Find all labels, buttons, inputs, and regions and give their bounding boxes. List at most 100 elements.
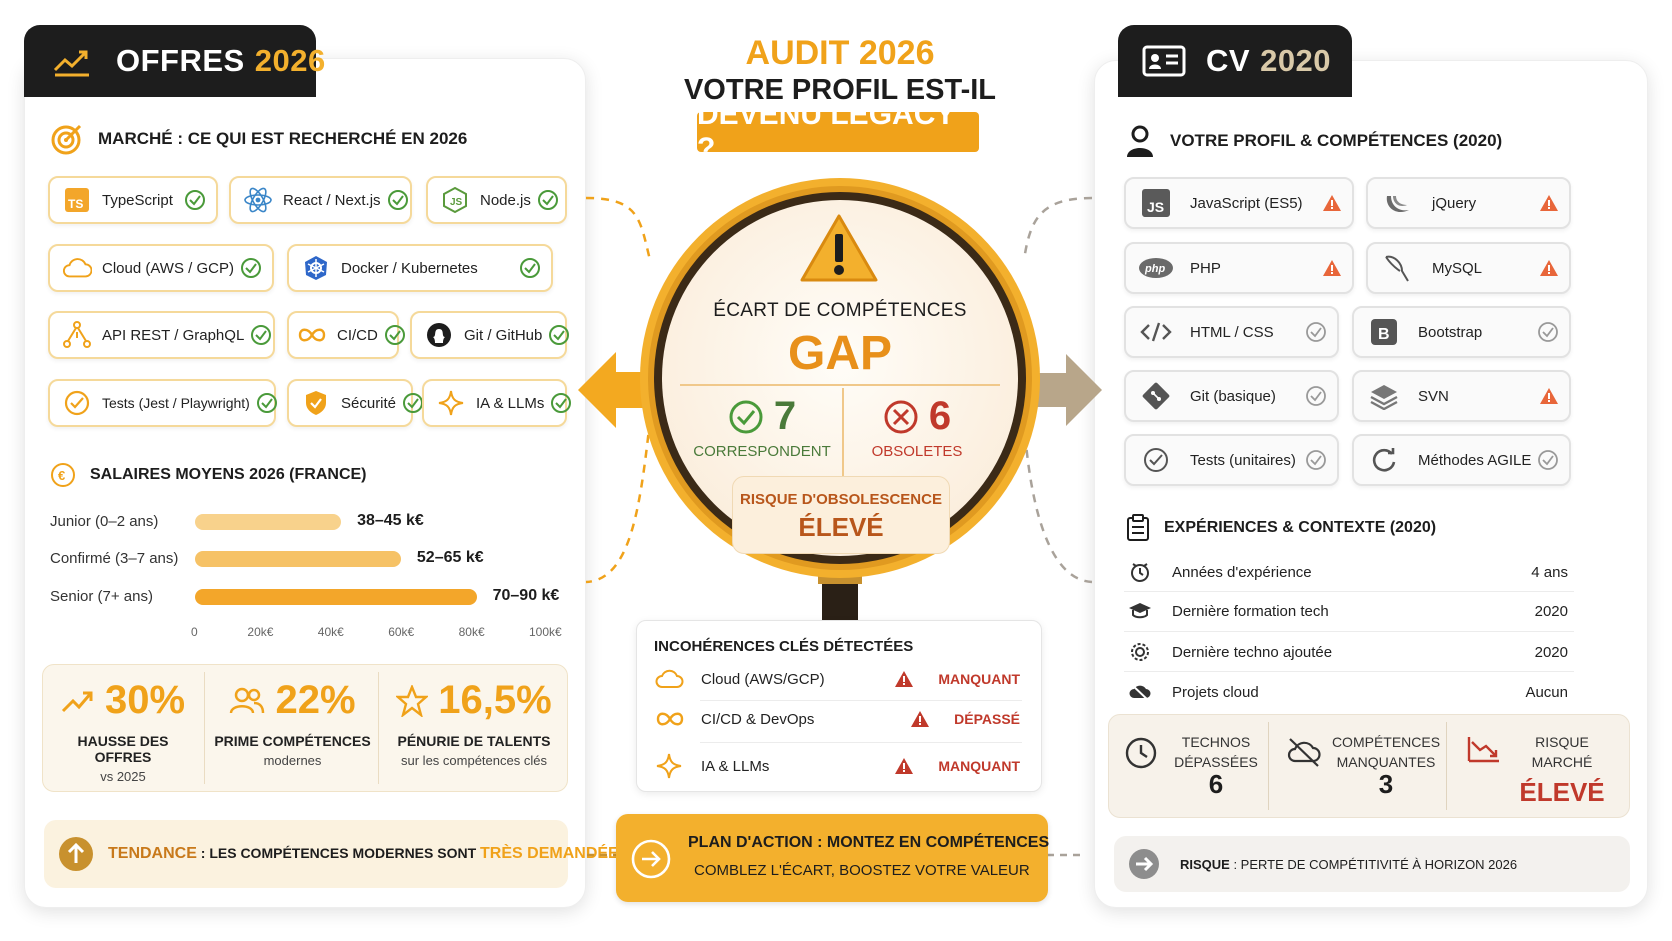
cv-skill-label: MySQL xyxy=(1432,259,1483,277)
warning-icon xyxy=(800,214,878,282)
legacy-highlight: DEVENU LEGACY ? xyxy=(697,98,979,165)
incoherence-row: Cloud (AWS/GCP) MANQUANT xyxy=(655,668,1020,690)
cv-skill-chip[interactable]: Méthodes AGILE xyxy=(1352,434,1571,486)
check-circle-icon xyxy=(729,400,763,433)
warning-icon xyxy=(894,757,926,775)
stat-sub: modernes xyxy=(263,753,322,768)
risk-col-outdated: TECHNOS DÉPASSÉES 6 xyxy=(1122,730,1262,810)
incoherences-title: INCOHÉRENCES CLÉS DÉTECTÉES xyxy=(654,638,914,655)
sparkle-icon xyxy=(655,752,687,780)
check-icon xyxy=(1305,449,1327,471)
cv-skill-chip[interactable]: SVN xyxy=(1352,370,1571,422)
skill-label: React / Next.js xyxy=(283,191,381,209)
market-title: MARCHÉ : CE QUI EST RECHERCHÉ EN 2026 xyxy=(50,122,467,156)
stats-box xyxy=(42,664,568,792)
stat-sub: vs 2025 xyxy=(100,769,146,784)
row-separator xyxy=(700,742,1022,743)
skill-chip-nodejs[interactable]: JS Node.js xyxy=(426,176,567,224)
cv-skill-chip[interactable]: Tests (unitaires) xyxy=(1124,434,1339,486)
cycle-icon xyxy=(1366,445,1402,475)
trend-text: : LES COMPÉTENCES MODERNES SONT xyxy=(196,845,481,861)
risk-col-market: RISQUE MARCHÉ ÉLEVÉ xyxy=(1462,730,1622,810)
stat-label: HAUSSE DES OFFRES xyxy=(77,733,169,765)
clock-icon xyxy=(1125,737,1157,769)
check-icon xyxy=(241,258,261,278)
experience-value: 2020 xyxy=(1534,643,1568,661)
cv-skill-label: HTML / CSS xyxy=(1190,323,1274,341)
stat-value: 16,5% xyxy=(438,678,552,722)
infinity-icon xyxy=(655,710,687,728)
skill-chip-cicd[interactable]: CI/CD xyxy=(287,311,405,359)
skill-label: Cloud (AWS / GCP) xyxy=(102,259,234,277)
cv-skill-label: PHP xyxy=(1190,259,1221,277)
code-icon xyxy=(1138,317,1174,347)
risk-col-label: COMPÉTENCES xyxy=(1331,734,1441,750)
cv-tab: CV 2020 xyxy=(1118,25,1352,97)
stat-shortage: 16,5% PÉNURIE DE TALENTS sur les compéte… xyxy=(384,678,564,768)
offers-tab-year: 2026 xyxy=(254,43,326,78)
cv-skill-chip[interactable]: MySQL xyxy=(1366,242,1571,294)
svg-text:JS: JS xyxy=(450,197,463,208)
match-stat: 7 CORRESPONDENT xyxy=(692,394,832,460)
cloud-icon xyxy=(62,253,92,283)
skill-chip-api[interactable]: API REST / GraphQL xyxy=(48,311,275,359)
profile-title: VOTRE PROFIL & COMPÉTENCES (2020) xyxy=(1124,124,1502,158)
check-icon xyxy=(537,190,558,210)
audit-title: AUDIT 2026 xyxy=(745,34,935,72)
arrow-up-icon xyxy=(58,836,94,872)
cv-skill-label: SVN xyxy=(1418,387,1449,405)
skill-label: Tests (Jest / Playwright) xyxy=(102,395,250,411)
trend-banner: TENDANCE : LES COMPÉTENCES MODERNES SONT… xyxy=(44,820,629,888)
incoherence-status: MANQUANT xyxy=(938,671,1020,687)
check-icon xyxy=(403,393,424,413)
cv-skill-chip[interactable]: B Bootstrap xyxy=(1352,306,1571,358)
cv-skill-chip[interactable]: Git (basique) xyxy=(1124,370,1339,422)
skill-chip-security[interactable]: Sécurité xyxy=(287,379,424,427)
skill-chip-git[interactable]: Git / GitHub xyxy=(410,311,570,359)
skill-label: CI/CD xyxy=(337,326,378,344)
mysql-icon xyxy=(1380,253,1416,283)
gap-word: GAP xyxy=(787,327,892,380)
magnifier-handle xyxy=(818,574,862,624)
risk-col-value: 6 xyxy=(1208,769,1224,799)
svg-text:JS: JS xyxy=(1147,199,1164,215)
action-plan-banner[interactable]: PLAN D'ACTION : MONTEZ EN COMPÉTENCES CO… xyxy=(616,814,1049,902)
row-separator xyxy=(1124,591,1574,592)
incoherence-status: DÉPASSÉ xyxy=(954,711,1020,727)
experience-row: Années d'expérience 4 ans xyxy=(1128,561,1568,583)
cv-skill-chip[interactable]: jQuery xyxy=(1366,177,1571,229)
cv-tab-year: 2020 xyxy=(1260,43,1332,78)
cv-skill-label: JavaScript (ES5) xyxy=(1190,194,1303,212)
skill-chip-ai[interactable]: IA & LLMs xyxy=(422,379,572,427)
check-icon xyxy=(551,393,572,413)
trend-up-icon xyxy=(61,687,95,715)
skill-label: Node.js xyxy=(480,191,531,209)
skill-label: IA & LLMs xyxy=(476,394,545,412)
cv-skill-label: jQuery xyxy=(1432,194,1477,212)
check-circle-icon xyxy=(1138,445,1174,475)
clipboard-icon xyxy=(1126,514,1150,542)
skill-chip-react[interactable]: React / Next.js xyxy=(229,176,412,224)
salary-value: 38–45 k€ xyxy=(357,512,424,529)
risk-text: : PERTE DE COMPÉTITIVITÉ À HORIZON 2026 xyxy=(1229,856,1518,872)
cv-skill-chip[interactable]: JS JavaScript (ES5) xyxy=(1124,177,1354,229)
cv-tab-word: CV xyxy=(1206,43,1251,78)
check-icon xyxy=(520,258,540,278)
cv-skill-chip[interactable]: php PHP xyxy=(1124,242,1354,294)
graphql-icon xyxy=(62,320,92,350)
skill-chip-typescript[interactable]: TS TypeScript xyxy=(48,176,218,224)
experience-value: 4 ans xyxy=(1531,563,1568,581)
skill-chip-docker[interactable]: Docker / Kubernetes xyxy=(287,244,553,292)
match-label: CORRESPONDENT xyxy=(693,443,831,460)
skill-chip-tests[interactable]: Tests (Jest / Playwright) xyxy=(48,379,277,427)
cv-skill-chip[interactable]: HTML / CSS xyxy=(1124,306,1339,358)
svg-text:B: B xyxy=(1378,326,1390,343)
risk-col-missing: COMPÉTENCES MANQUANTES 3 xyxy=(1284,730,1444,810)
check-icon xyxy=(1537,449,1559,471)
row-separator xyxy=(1124,631,1574,632)
salary-title-text: SALAIRES MOYENS 2026 (FRANCE) xyxy=(90,466,367,483)
id-card-icon xyxy=(1142,45,1186,77)
skill-chip-cloud[interactable]: Cloud (AWS / GCP) xyxy=(48,244,274,292)
stat-value: 30% xyxy=(104,678,186,722)
axis-tick: 40k€ xyxy=(317,625,344,639)
